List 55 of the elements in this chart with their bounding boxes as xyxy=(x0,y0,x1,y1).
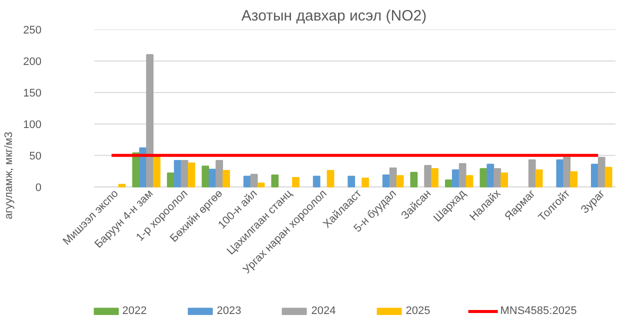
legend-label: 2022 xyxy=(122,305,147,317)
bar xyxy=(243,176,251,188)
bar xyxy=(292,176,300,188)
bar xyxy=(480,168,488,188)
y-tick-label: 100 xyxy=(23,118,42,131)
bar xyxy=(188,162,196,188)
bar xyxy=(458,163,466,188)
bar xyxy=(486,164,494,188)
bar xyxy=(153,154,160,188)
bar xyxy=(431,168,438,188)
bar xyxy=(166,172,174,188)
bar xyxy=(326,170,334,188)
bar xyxy=(556,159,564,188)
bar xyxy=(250,174,258,188)
bar xyxy=(424,165,432,188)
bar xyxy=(535,169,543,188)
bar xyxy=(452,169,460,188)
bar xyxy=(389,168,397,188)
bar xyxy=(494,168,502,188)
bar xyxy=(590,164,598,188)
y-tick-label: 50 xyxy=(29,150,42,162)
bar xyxy=(118,184,126,188)
y-tick-label: 200 xyxy=(23,56,42,68)
y-tick-label: 150 xyxy=(23,87,42,100)
chart-title: Азотын давхар исэл (NO2) xyxy=(241,8,427,24)
y-tick-label: 250 xyxy=(23,24,42,36)
bar xyxy=(444,179,452,188)
bar xyxy=(362,178,369,188)
legend-label: 2023 xyxy=(216,305,242,317)
bar xyxy=(146,54,154,188)
bar xyxy=(570,171,578,188)
bar xyxy=(202,166,210,188)
legend-label: 2024 xyxy=(311,305,336,317)
bar xyxy=(396,175,404,188)
bar xyxy=(174,160,182,188)
bar xyxy=(180,160,188,188)
bar xyxy=(312,176,320,188)
bar xyxy=(222,170,230,188)
bar xyxy=(604,166,612,188)
bar xyxy=(598,156,606,188)
bar xyxy=(500,172,508,188)
bar xyxy=(208,168,216,188)
legend-label: 2025 xyxy=(406,305,430,317)
legend-label: MNS4585:2025 xyxy=(500,305,577,317)
bar xyxy=(216,160,224,188)
bar xyxy=(257,182,265,188)
y-tick-label: 0 xyxy=(35,182,42,194)
bar xyxy=(271,174,279,188)
bar xyxy=(466,175,474,188)
bar xyxy=(382,174,390,188)
bar xyxy=(348,176,356,188)
bar xyxy=(410,172,418,188)
bar xyxy=(563,156,571,188)
bar xyxy=(528,159,536,188)
y-axis-title: агууламж, мкг/м3 xyxy=(3,132,16,220)
